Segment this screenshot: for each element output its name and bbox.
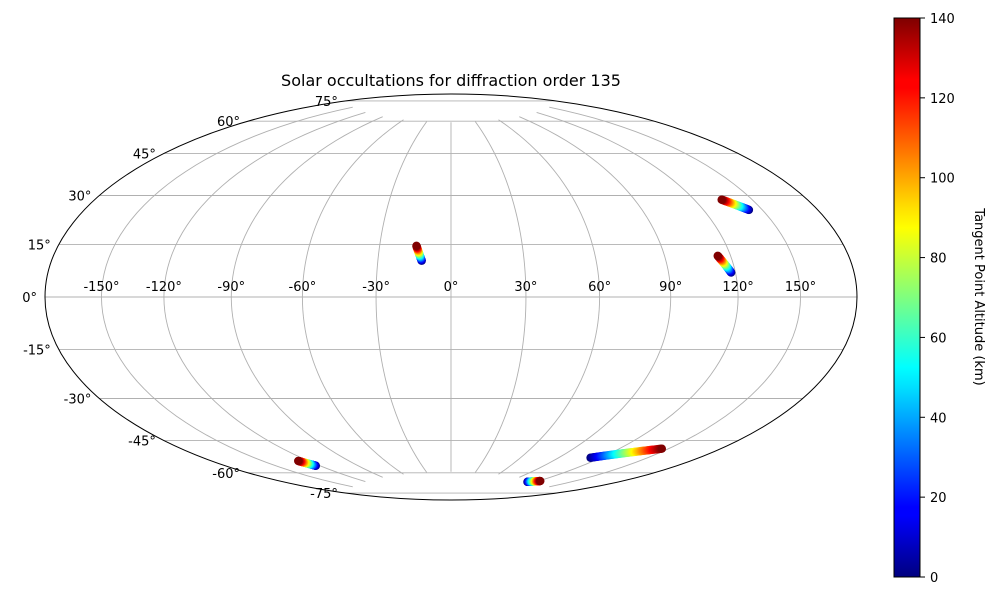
data-point xyxy=(657,444,667,453)
y-tick-labels: -75° -60° -45° -30° -15° 0° 15° 30° 45° 60° 75° xyxy=(22,95,338,502)
x-tick-label: -60° xyxy=(289,280,317,295)
y-tick-label: -45° xyxy=(128,435,156,450)
x-tick-label: 150° xyxy=(785,280,816,295)
data-points xyxy=(294,195,754,487)
colorbar-label: Tangent Point Altitude (km) xyxy=(971,207,986,385)
colorbar-tick-label: 60 xyxy=(930,331,947,346)
colorbar-tick-label: 120 xyxy=(930,92,955,107)
data-point xyxy=(717,195,726,204)
x-tick-label: -90° xyxy=(217,280,245,295)
y-tick-label: -30° xyxy=(64,393,92,408)
x-tick-label: -150° xyxy=(83,280,119,295)
colorbar-tick-label: 0 xyxy=(930,571,938,586)
x-tick-label: 90° xyxy=(659,280,682,295)
y-tick-label: -75° xyxy=(310,487,338,502)
x-tick-label: -120° xyxy=(146,280,182,295)
grid-lines xyxy=(45,100,857,494)
colorbar-tick-label: 20 xyxy=(930,491,947,506)
x-tick-label: 0° xyxy=(444,280,459,295)
y-tick-label: 30° xyxy=(68,190,91,205)
data-point xyxy=(713,251,722,261)
y-tick-label: 45° xyxy=(133,148,156,163)
data-point xyxy=(294,456,303,466)
y-tick-label: 60° xyxy=(217,115,240,130)
colorbar-tick-label: 80 xyxy=(930,252,947,267)
colorbar-tick-label: 100 xyxy=(930,172,955,187)
x-tick-labels: -150° -120° -90° -60° -30° 0° 30° 60° 90° 120° 150… xyxy=(83,280,816,295)
colorbar-gradient xyxy=(893,17,921,578)
y-tick-label: -60° xyxy=(212,467,240,482)
chart-title: Solar occultations for diffraction order… xyxy=(281,71,621,90)
map-boundary xyxy=(44,93,858,501)
y-tick-label: 15° xyxy=(28,239,51,254)
x-tick-label: 120° xyxy=(722,280,753,295)
x-tick-label: 60° xyxy=(588,280,611,295)
y-tick-label: 0° xyxy=(22,291,37,306)
data-point xyxy=(536,476,545,486)
y-tick-label: -15° xyxy=(23,344,51,359)
y-tick-label: 75° xyxy=(315,95,338,110)
colorbar-ticks: 0 20 40 60 80 100 120 140 xyxy=(920,12,955,586)
data-point xyxy=(412,241,421,251)
colorbar: 0 20 40 60 80 100 120 140 Tangent Point Altitud… xyxy=(893,12,986,586)
x-tick-label: -30° xyxy=(362,280,390,295)
colorbar-tick-label: 140 xyxy=(930,12,955,27)
x-tick-label: 30° xyxy=(514,280,537,295)
colorbar-tick-label: 40 xyxy=(930,411,947,426)
